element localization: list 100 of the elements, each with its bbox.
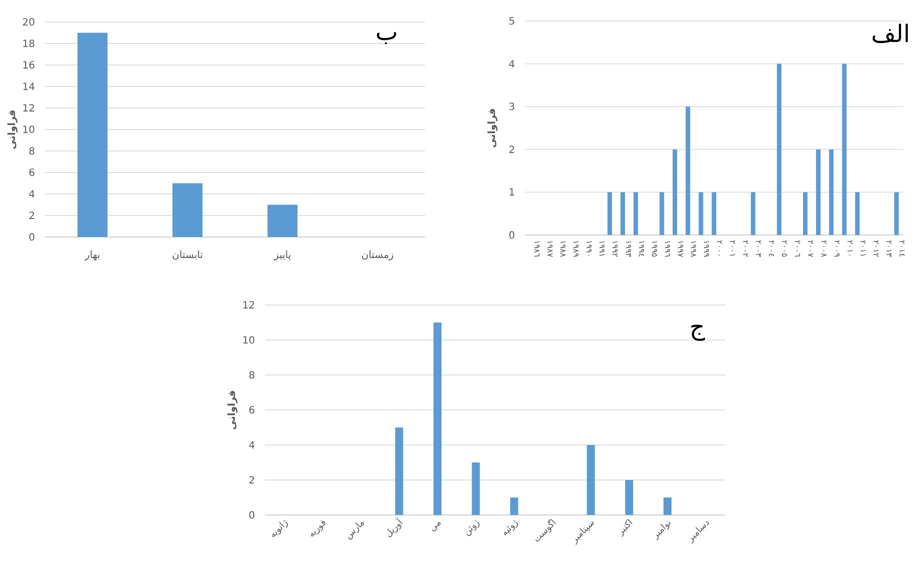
chart-title: ب — [375, 18, 398, 46]
x-tick-label: اگوست — [530, 516, 559, 545]
x-tick-label: ١٩٩٢ — [610, 240, 620, 258]
x-tick-label: اکتبر — [615, 518, 636, 538]
y-tick-label: 4 — [248, 440, 255, 452]
x-tick-label: سپتامبر — [569, 518, 597, 546]
x-tick-label: زمستان — [361, 250, 394, 261]
bar — [172, 183, 202, 237]
x-tick-label: نوامبر — [650, 518, 674, 542]
bar — [434, 322, 442, 515]
x-tick-label: ژانویه — [268, 518, 290, 540]
bar — [395, 428, 404, 515]
x-tick-label: ٢٠٠٧ — [806, 240, 816, 258]
x-tick-label: ١٩٩٩ — [702, 240, 711, 258]
x-tick-label: ٢٠١٠ — [845, 240, 854, 258]
y-tick-label: 0 — [248, 510, 255, 522]
y-axis-title: فراوانی — [227, 390, 238, 430]
y-tick-label: 0 — [28, 232, 35, 244]
y-tick-label: 2 — [508, 144, 515, 156]
x-tick-label: آوریل — [382, 516, 406, 540]
bar — [586, 445, 595, 515]
y-tick-label: 3 — [508, 102, 515, 114]
y-tick-label: 16 — [22, 60, 35, 72]
bar — [816, 149, 821, 235]
x-tick-label: ١٩٨٦ — [532, 240, 542, 258]
x-tick-label: ١٩٨٨ — [558, 240, 568, 258]
chart-title: ج — [690, 313, 706, 341]
x-tick-label: ١٩٩٣ — [624, 240, 633, 258]
y-tick-label: 0 — [508, 230, 515, 242]
x-tick-label: ژوئیه — [500, 518, 520, 538]
y-tick-label: 8 — [248, 370, 255, 382]
y-tick-label: 12 — [22, 104, 35, 114]
x-tick-label: دسامبر — [685, 518, 712, 545]
y-tick-label: 8 — [28, 146, 35, 158]
y-tick-label: 18 — [22, 39, 35, 50]
bar — [620, 192, 626, 235]
bar — [698, 192, 704, 235]
bar — [712, 192, 716, 235]
x-tick-label: ژوئن — [462, 518, 482, 538]
bar — [607, 192, 612, 235]
x-tick-label: ٢٠٠١ — [728, 240, 738, 258]
y-tick-label: 4 — [28, 190, 35, 200]
x-tick-label: ٢٠٠٣ — [754, 240, 764, 258]
bar — [750, 192, 756, 235]
y-axis-title: فراوانی — [7, 110, 18, 150]
bar — [634, 192, 638, 235]
x-tick-label: ١٩٩٦ — [662, 240, 672, 258]
x-tick-label: ٢٠١٤ — [897, 240, 906, 258]
y-tick-label: 10 — [22, 125, 35, 136]
y-tick-label: 12 — [242, 300, 255, 312]
x-tick-label: ١٩٨٧ — [546, 240, 555, 258]
bar — [842, 64, 847, 235]
bar — [78, 32, 108, 237]
bar — [894, 192, 899, 235]
bar — [672, 149, 678, 235]
x-tick-label: ١٩٨٩ — [572, 240, 581, 258]
bar — [660, 192, 664, 235]
x-tick-label: پاییز — [272, 250, 292, 261]
x-tick-label: ٢٠٠٢ — [741, 240, 750, 258]
bar — [776, 64, 782, 235]
y-tick-label: 5 — [508, 16, 515, 28]
y-axis-title: فراوانی — [487, 108, 498, 148]
x-tick-label: ٢٠٠٩ — [832, 240, 842, 258]
y-tick-label: 2 — [28, 211, 35, 222]
y-tick-label: 6 — [28, 168, 35, 179]
x-tick-label: ١٩٩٥ — [650, 240, 659, 258]
x-tick-label: ٢٠٠٦ — [793, 240, 802, 258]
x-tick-label: ٢٠١١ — [858, 240, 868, 258]
bar — [802, 192, 808, 235]
y-tick-label: 10 — [242, 336, 255, 346]
x-tick-label: فوریه — [306, 518, 329, 540]
bar — [510, 498, 518, 515]
x-tick-label: ٢٠٠٨ — [819, 240, 828, 258]
x-tick-label: مارس — [344, 518, 368, 542]
x-tick-label: ١٩٩٧ — [676, 240, 685, 258]
x-tick-label: ٢٠١٣ — [884, 240, 894, 258]
x-tick-label: ٢٠٠٥ — [780, 240, 790, 258]
x-tick-label: ٢٠١٢ — [871, 240, 880, 258]
x-tick-label: ٢٠٠٠ — [715, 240, 724, 258]
x-tick-label: ١٩٩٠ — [584, 240, 594, 258]
bar — [625, 480, 634, 515]
x-tick-label: ١٩٩٨ — [688, 240, 698, 258]
x-tick-label: ١٩٩٤ — [636, 240, 646, 258]
x-tick-label: می — [428, 518, 444, 534]
x-tick-label: ٢٠٠٤ — [767, 240, 776, 258]
x-tick-label: ١٩٩١ — [598, 240, 607, 258]
y-tick-label: 6 — [248, 406, 255, 416]
y-tick-label: 1 — [508, 188, 515, 199]
bar — [472, 462, 480, 515]
y-tick-label: 2 — [248, 476, 255, 486]
x-tick-label: تابستان — [172, 250, 204, 261]
chart-title: الف — [871, 20, 910, 48]
x-tick-label: بهار — [84, 250, 100, 261]
y-tick-label: 20 — [22, 18, 35, 28]
bar — [664, 498, 672, 515]
y-tick-label: 4 — [508, 59, 515, 70]
y-tick-label: 14 — [22, 82, 35, 93]
bar — [855, 192, 860, 235]
bar — [829, 149, 834, 235]
bar — [686, 106, 690, 235]
